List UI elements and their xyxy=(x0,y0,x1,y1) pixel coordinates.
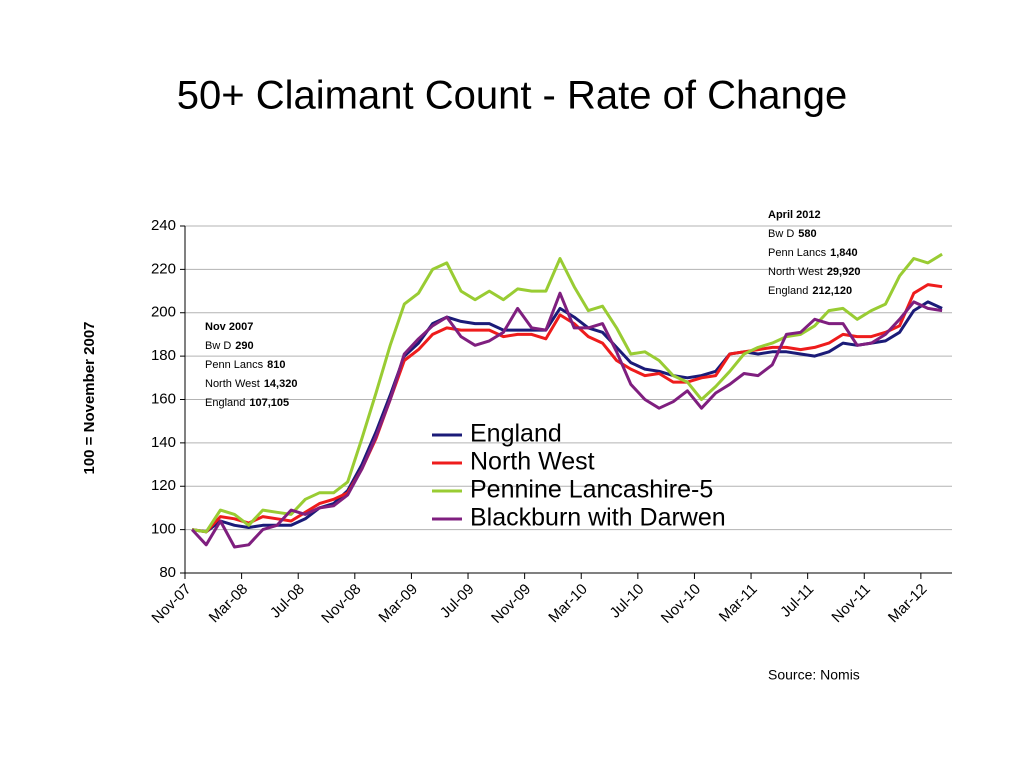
x-tick-label: Jul-10 xyxy=(607,581,648,622)
y-tick-label: 140 xyxy=(151,434,176,451)
y-axis-label: 100 = November 2007 xyxy=(81,321,98,474)
annotation-line: North West 14,320 xyxy=(205,378,297,390)
annotation-value: 107,105 xyxy=(249,397,289,409)
series-line xyxy=(191,291,943,549)
annotation-line: North West 29,920 xyxy=(768,266,860,278)
y-tick-label: 120 xyxy=(151,477,176,494)
annotation-value: 580 xyxy=(798,228,816,240)
annotation-line: England 107,105 xyxy=(205,397,289,409)
annotation-label: England xyxy=(768,285,808,297)
annotation-title: April 2012 xyxy=(768,209,821,221)
annotation-value: 29,920 xyxy=(827,266,861,278)
x-tick-label: Nov-09 xyxy=(488,581,534,627)
x-tick-label: Jul-11 xyxy=(777,581,817,621)
annotation-value: 212,120 xyxy=(812,285,852,297)
x-tick-label: Jul-09 xyxy=(437,581,478,622)
x-tick-label: Nov-08 xyxy=(318,581,364,627)
annotation-label: England xyxy=(205,397,245,409)
source: Source: Nomis xyxy=(768,667,860,683)
x-tick-label: Mar-10 xyxy=(545,581,591,627)
x-tick-label: Jul-08 xyxy=(267,581,308,622)
annotation-label: Penn Lancs xyxy=(768,247,827,259)
y-tick-label: 200 xyxy=(151,304,176,321)
annotation-line: Penn Lancs 810 xyxy=(205,359,285,371)
legend-label: Pennine Lancashire-5 xyxy=(470,476,713,504)
y-tick-label: 180 xyxy=(151,347,176,364)
annotation-label: North West xyxy=(205,378,260,390)
annotation-label: North West xyxy=(768,266,823,278)
x-tick-label: Nov-10 xyxy=(658,581,704,627)
annotation-title: Nov 2007 xyxy=(205,321,253,333)
chart-title: 50+ Claimant Count - Rate of Change xyxy=(177,74,847,118)
annotation-label: Bw D xyxy=(768,228,794,240)
annotation-line: England 212,120 xyxy=(768,285,852,297)
x-tick-label: Mar-08 xyxy=(206,581,252,627)
annotation-label: Bw D xyxy=(205,340,231,352)
y-tick-label: 220 xyxy=(151,260,176,277)
y-tick-label: 240 xyxy=(151,217,176,234)
series-line xyxy=(191,252,943,534)
annotation-value: 810 xyxy=(267,359,285,371)
legend-label: Blackburn with Darwen xyxy=(470,504,726,532)
annotation-value: 14,320 xyxy=(264,378,298,390)
series-line xyxy=(191,283,943,534)
legend-label: England xyxy=(470,420,562,448)
x-tick-label: Nov-07 xyxy=(148,581,194,627)
y-tick-label: 80 xyxy=(159,564,176,581)
x-tick-label: Mar-11 xyxy=(716,581,761,626)
y-tick-label: 160 xyxy=(151,390,176,407)
legend-label: North West xyxy=(470,448,595,476)
x-tick-label: Mar-09 xyxy=(375,581,421,627)
annotation-value: 1,840 xyxy=(830,247,858,259)
y-tick-label: 100 xyxy=(151,521,176,538)
x-tick-label: Nov-11 xyxy=(828,581,873,626)
annotation-value: 290 xyxy=(235,340,253,352)
annotation-line: Bw D 580 xyxy=(768,228,817,240)
annotation-line: Bw D 290 xyxy=(205,340,254,352)
annotation-label: Penn Lancs xyxy=(205,359,264,371)
x-tick-label: Mar-12 xyxy=(885,581,931,627)
annotation-line: Penn Lancs 1,840 xyxy=(768,247,858,259)
